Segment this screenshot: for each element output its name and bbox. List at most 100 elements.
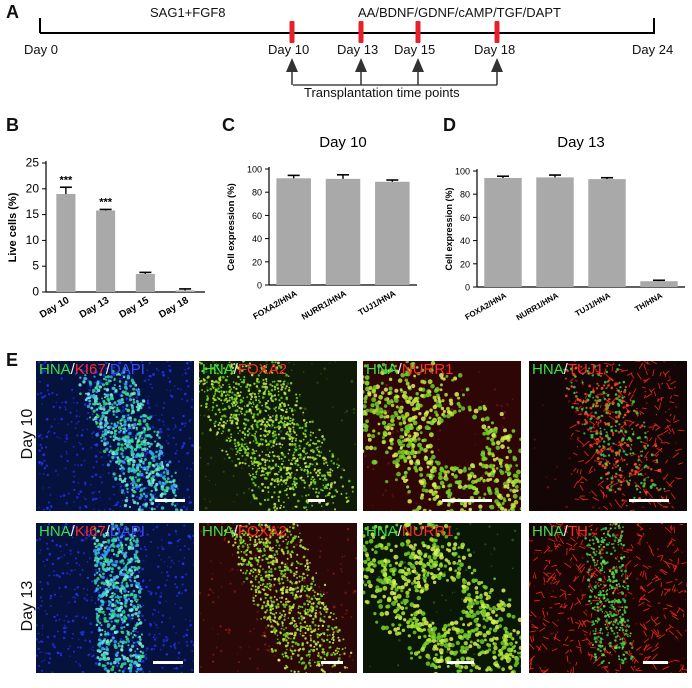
cell — [105, 388, 110, 392]
cell — [308, 484, 311, 487]
background-cell — [181, 583, 184, 586]
cell — [448, 398, 453, 403]
cell — [101, 411, 105, 415]
cell — [256, 468, 259, 470]
cell — [231, 391, 234, 394]
background-cell — [56, 436, 58, 438]
background-cell — [181, 398, 184, 401]
cell — [278, 457, 281, 460]
cell — [589, 430, 592, 433]
background-cell — [186, 628, 189, 632]
cell — [112, 472, 116, 476]
fiber — [664, 424, 671, 430]
fiber — [663, 473, 669, 481]
cell — [287, 485, 289, 488]
cell — [235, 413, 238, 416]
cell — [457, 468, 461, 473]
cell — [461, 485, 467, 490]
cell — [143, 447, 147, 451]
background-cell — [105, 664, 108, 667]
cell — [232, 381, 235, 383]
cell — [132, 486, 135, 489]
fiber — [668, 431, 671, 435]
background-cell — [177, 545, 179, 547]
cell — [113, 378, 116, 382]
background-cell — [163, 561, 166, 563]
cell — [506, 486, 510, 490]
stain-label: HNA/KI67/DAPI — [39, 361, 145, 378]
fiber — [665, 480, 673, 488]
background-cell — [294, 473, 297, 476]
cell — [478, 504, 483, 509]
background-cell — [192, 643, 194, 647]
cell — [438, 418, 444, 424]
cell — [209, 387, 213, 391]
cell — [250, 395, 254, 399]
bar-4 — [640, 281, 678, 287]
cell — [272, 365, 275, 367]
fiber — [656, 501, 663, 507]
background-cell — [268, 371, 271, 375]
cell — [446, 406, 450, 411]
background-cell — [266, 447, 269, 449]
cell — [444, 392, 448, 397]
y-tick-label: 60 — [252, 211, 262, 221]
cell — [390, 403, 395, 408]
fiber — [641, 407, 647, 410]
cell — [291, 421, 294, 425]
cell — [563, 368, 566, 371]
fiber — [591, 490, 598, 497]
cell — [388, 386, 393, 391]
fiber — [660, 442, 665, 444]
background-cell — [175, 632, 177, 634]
cell — [138, 431, 142, 435]
cell — [490, 437, 494, 442]
fiber — [580, 481, 584, 484]
cell — [231, 366, 235, 370]
cell — [122, 370, 126, 374]
cell — [367, 391, 372, 396]
cell — [145, 471, 148, 475]
cell — [136, 446, 139, 449]
cell — [486, 436, 490, 441]
cell — [635, 487, 639, 491]
cell — [595, 421, 598, 423]
cell — [306, 452, 308, 454]
cell — [495, 457, 499, 460]
cell — [407, 466, 411, 471]
cell — [145, 475, 149, 479]
cell — [304, 435, 307, 438]
cell — [274, 410, 277, 412]
cell — [279, 414, 282, 417]
cell — [476, 490, 480, 494]
cell — [131, 449, 134, 453]
timeline-markers — [289, 21, 500, 43]
cell — [295, 478, 298, 481]
background-cell — [141, 614, 144, 617]
cell — [245, 385, 249, 389]
cell — [617, 414, 621, 418]
day-label-0: Day 0 — [24, 42, 58, 57]
background-cell — [106, 366, 110, 370]
cell — [401, 476, 406, 480]
cell — [484, 471, 489, 475]
day-label-15: Day 15 — [394, 42, 436, 57]
cell — [345, 496, 348, 499]
cell — [318, 454, 320, 457]
cell — [401, 439, 405, 443]
cell — [107, 531, 110, 534]
cell — [261, 466, 264, 469]
cell — [503, 508, 508, 511]
background-cell — [293, 408, 297, 412]
background-cell — [70, 569, 73, 572]
background-cell — [72, 480, 76, 484]
cell — [628, 437, 632, 441]
cell — [396, 471, 401, 477]
background-cell — [41, 660, 43, 662]
cell — [135, 434, 138, 437]
cell — [370, 434, 376, 439]
transplant-arrow-head-1 — [286, 58, 298, 72]
background-cell — [51, 539, 54, 543]
cell — [291, 440, 294, 443]
cell — [288, 442, 292, 446]
